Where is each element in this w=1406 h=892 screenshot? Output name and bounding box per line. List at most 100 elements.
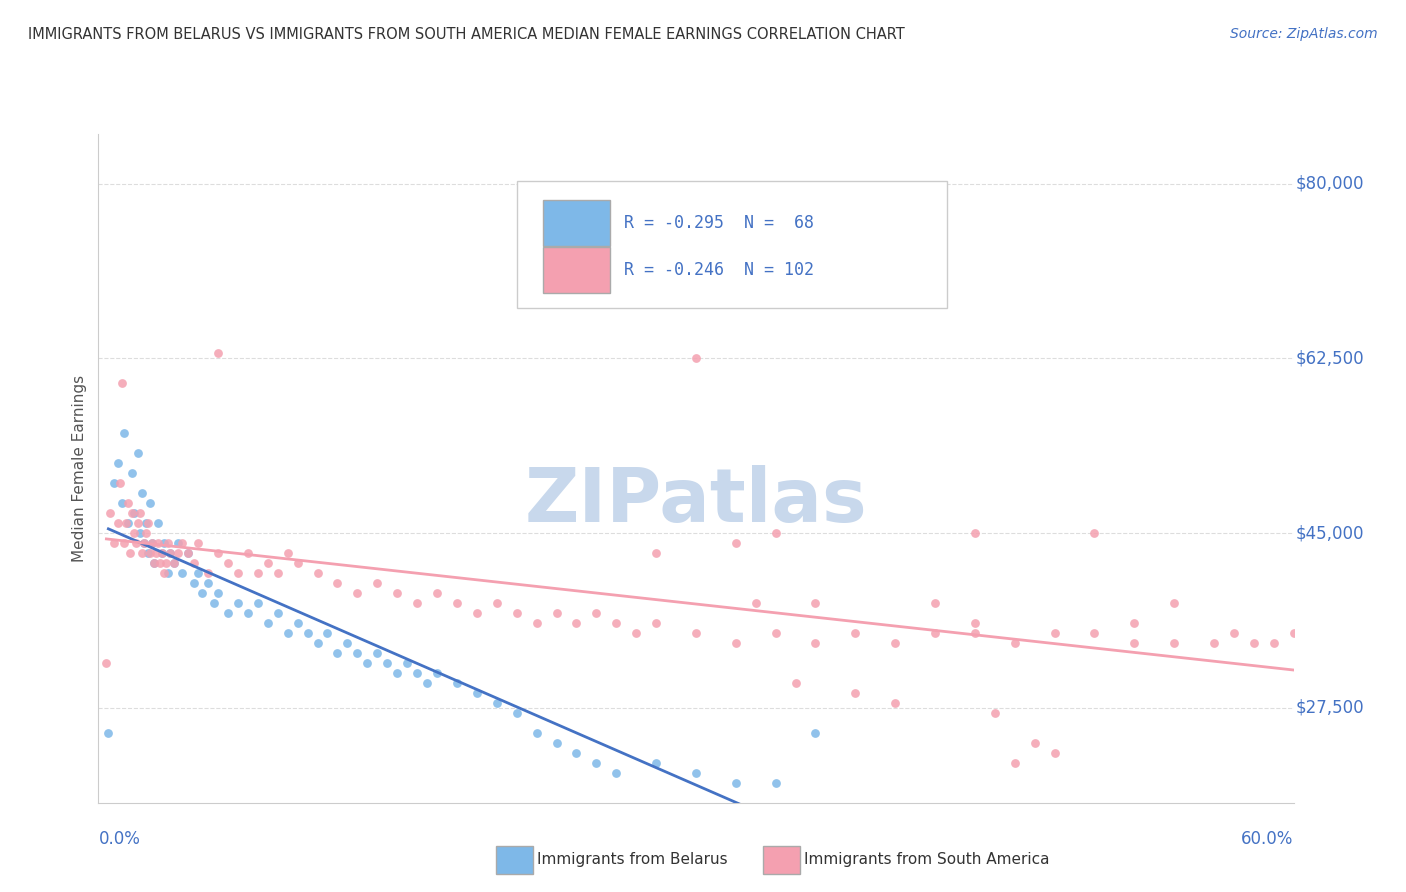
Point — [217, 556, 239, 570]
Point — [103, 476, 125, 491]
Point — [267, 606, 290, 620]
Point — [236, 546, 259, 560]
Point — [884, 636, 907, 650]
Point — [117, 516, 139, 531]
Point — [745, 596, 768, 610]
Point — [1004, 636, 1026, 650]
Point — [316, 626, 339, 640]
Point — [149, 556, 172, 570]
Point — [605, 765, 627, 780]
Point — [256, 556, 278, 570]
Point — [187, 536, 209, 550]
Point — [983, 706, 1005, 720]
Point — [236, 606, 259, 620]
Point — [277, 546, 299, 560]
Point — [207, 586, 229, 600]
Point — [125, 536, 148, 550]
Point — [111, 496, 134, 510]
Point — [546, 736, 568, 750]
Point — [111, 376, 134, 391]
Point — [207, 546, 229, 560]
Point — [145, 546, 167, 560]
Point — [924, 596, 946, 610]
Point — [765, 526, 787, 541]
Point — [485, 696, 508, 710]
Point — [120, 546, 142, 560]
Point — [765, 776, 787, 790]
Point — [765, 626, 787, 640]
Point — [115, 516, 138, 531]
Point — [346, 586, 368, 600]
Point — [217, 606, 239, 620]
Point — [96, 656, 118, 670]
Point — [129, 506, 152, 520]
Point — [187, 566, 209, 581]
Point — [1043, 626, 1066, 640]
Point — [526, 726, 548, 740]
Text: $80,000: $80,000 — [1296, 175, 1364, 193]
Point — [139, 546, 162, 560]
Point — [963, 616, 986, 631]
Point — [112, 536, 135, 550]
Text: Immigrants from Belarus: Immigrants from Belarus — [537, 853, 728, 867]
Point — [426, 665, 449, 680]
Text: IMMIGRANTS FROM BELARUS VS IMMIGRANTS FROM SOUTH AMERICA MEDIAN FEMALE EARNINGS : IMMIGRANTS FROM BELARUS VS IMMIGRANTS FR… — [28, 27, 905, 42]
Point — [724, 636, 747, 650]
Point — [685, 765, 707, 780]
Point — [226, 566, 249, 581]
Point — [163, 556, 186, 570]
Point — [267, 566, 290, 581]
Point — [134, 536, 156, 550]
Point — [645, 616, 668, 631]
Point — [844, 626, 866, 640]
Text: $45,000: $45,000 — [1296, 524, 1364, 542]
Point — [1043, 746, 1066, 760]
Point — [585, 606, 607, 620]
Point — [406, 596, 429, 610]
Point — [131, 486, 153, 500]
Point — [172, 536, 194, 550]
Text: Immigrants from South America: Immigrants from South America — [804, 853, 1050, 867]
Point — [426, 586, 449, 600]
Point — [396, 656, 419, 670]
Text: R = -0.295  N =  68: R = -0.295 N = 68 — [624, 214, 814, 232]
Point — [1282, 626, 1305, 640]
Point — [135, 526, 157, 541]
Point — [385, 586, 409, 600]
Point — [139, 496, 162, 510]
Point — [112, 426, 135, 441]
Point — [197, 566, 219, 581]
Point — [785, 676, 807, 690]
Point — [1123, 636, 1146, 650]
Point — [924, 626, 946, 640]
Point — [1123, 616, 1146, 631]
Point — [256, 616, 278, 631]
Point — [127, 446, 149, 460]
Point — [963, 626, 986, 640]
Point — [506, 606, 529, 620]
Point — [585, 756, 607, 770]
Point — [127, 516, 149, 531]
Point — [506, 706, 529, 720]
Point — [465, 606, 488, 620]
Point — [526, 616, 548, 631]
Point — [366, 576, 388, 591]
Point — [356, 656, 378, 670]
Text: Source: ZipAtlas.com: Source: ZipAtlas.com — [1230, 27, 1378, 41]
Point — [844, 686, 866, 700]
Point — [1163, 596, 1185, 610]
Point — [107, 516, 129, 531]
Point — [406, 665, 429, 680]
Point — [804, 636, 827, 650]
Point — [1083, 626, 1105, 640]
Point — [121, 467, 143, 481]
Point — [153, 566, 176, 581]
Point — [143, 556, 166, 570]
Y-axis label: Median Female Earnings: Median Female Earnings — [72, 375, 87, 562]
Point — [307, 636, 329, 650]
Text: 0.0%: 0.0% — [98, 830, 141, 847]
Point — [183, 576, 205, 591]
Point — [1202, 636, 1225, 650]
Point — [148, 536, 170, 550]
Point — [277, 626, 299, 640]
